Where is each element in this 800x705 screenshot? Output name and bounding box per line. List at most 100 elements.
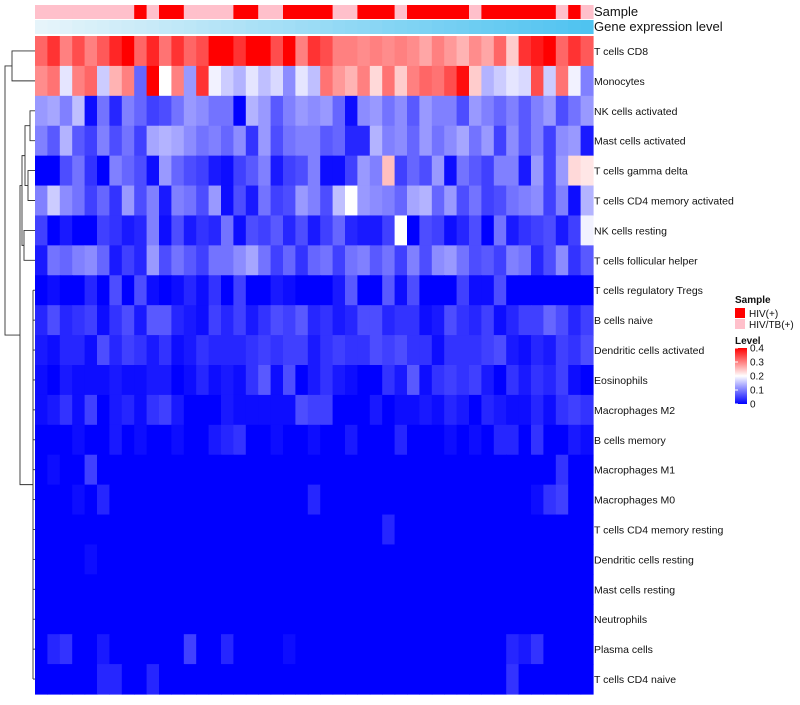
heatmap-cell: [493, 215, 507, 246]
heatmap-cell: [555, 185, 569, 217]
sample-annotation-cell: [283, 5, 296, 19]
heatmap-cell: [84, 215, 98, 246]
heatmap-cell: [146, 544, 160, 575]
heatmap-cell: [221, 245, 234, 276]
heatmap-cell: [580, 125, 594, 157]
heatmap-cell: [270, 634, 284, 665]
heatmap-cell: [456, 215, 470, 246]
heatmap-cell: [382, 185, 396, 217]
heatmap-cell: [109, 155, 123, 187]
heatmap-cell: [270, 155, 284, 187]
heatmap-cell: [357, 335, 371, 366]
heatmap-cell: [332, 394, 346, 426]
heatmap-cell: [531, 65, 544, 97]
heatmap-cell: [431, 424, 445, 456]
heatmap-cell: [134, 424, 148, 456]
level-tick-label: 0.4: [750, 344, 764, 355]
heatmap-cell: [47, 394, 61, 426]
heatmap-cell: [159, 275, 172, 306]
heatmap-cell: [357, 604, 371, 635]
sample-annotation-cell: [493, 5, 507, 19]
heatmap-cell: [59, 424, 73, 456]
heatmap-cell: [518, 514, 532, 546]
heatmap-cell: [35, 454, 48, 486]
heatmap-cell: [456, 125, 470, 157]
heatmap-cell: [394, 95, 408, 127]
heatmap-cell: [382, 604, 396, 635]
heatmap-cell: [444, 335, 458, 366]
heatmap-cell: [59, 394, 73, 426]
heatmap-cell: [493, 544, 507, 575]
heatmap-cell: [506, 454, 520, 486]
heatmap-cell: [196, 514, 210, 546]
heatmap-cell: [159, 574, 172, 605]
sample-annotation-cell: [171, 5, 185, 19]
heatmap-cell: [233, 365, 247, 396]
heatmap-cell: [431, 245, 445, 276]
heatmap-cell: [345, 424, 358, 456]
sample-annotation-cell: [357, 5, 371, 19]
heatmap-cell: [146, 125, 160, 157]
heatmap-cell: [171, 394, 185, 426]
heatmap-cell: [283, 245, 296, 276]
heatmap-cell: [221, 514, 234, 546]
heatmap-cell: [159, 484, 172, 516]
heatmap-cell: [332, 155, 346, 187]
heatmap-cell: [345, 365, 358, 396]
heatmap-cell: [159, 424, 172, 456]
heatmap-cell: [72, 245, 86, 276]
heatmap-cell: [134, 634, 148, 665]
heatmap-cell: [481, 245, 495, 276]
heatmap-cell: [208, 604, 222, 635]
sample-annotation-cell: [47, 5, 61, 19]
heatmap-cell: [568, 185, 582, 217]
heatmap-cell: [320, 394, 334, 426]
heatmap-cell: [35, 275, 48, 306]
heatmap-cell: [121, 424, 135, 456]
heatmap-cell: [159, 65, 172, 97]
heatmap-cell: [369, 215, 383, 246]
heatmap-cell: [345, 155, 358, 187]
heatmap-cell: [97, 604, 110, 635]
heatmap-cell: [171, 514, 185, 546]
heatmap-cell: [171, 65, 185, 97]
heatmap-cell: [35, 544, 48, 575]
heatmap-cell: [159, 36, 172, 67]
heatmap-cell: [345, 634, 358, 665]
heatmap-cell: [121, 36, 135, 67]
heatmap-cell: [332, 125, 346, 157]
heatmap-cell: [568, 36, 582, 67]
heatmap-cell: [543, 544, 557, 575]
heatmap-cell: [146, 634, 160, 665]
heatmap-cell: [345, 65, 358, 97]
heatmap-cell: [568, 424, 582, 456]
heatmap-cell: [357, 185, 371, 217]
heatmap-cell: [407, 394, 420, 426]
heatmap-cell: [47, 664, 61, 695]
heatmap-cell: [221, 454, 234, 486]
heatmap-cell: [506, 574, 520, 605]
heatmap-cell: [518, 335, 532, 366]
heatmap-cell: [109, 185, 123, 217]
heatmap-cell: [159, 185, 172, 217]
heatmap-cell: [109, 484, 123, 516]
heatmap-cell: [109, 544, 123, 575]
heatmap-cell: [580, 36, 594, 67]
heatmap-cell: [518, 155, 532, 187]
heatmap-cell: [407, 335, 420, 366]
heatmap-cell: [444, 65, 458, 97]
heatmap-cell: [146, 36, 160, 67]
heatmap-cell: [84, 305, 98, 336]
row-label: NK cells resting: [594, 225, 667, 237]
heatmap-cell: [444, 155, 458, 187]
heatmap-cell: [580, 95, 594, 127]
heatmap-cell: [146, 95, 160, 127]
heatmap-cell: [444, 185, 458, 217]
heatmap-cell: [208, 125, 222, 157]
heatmap-cell: [431, 275, 445, 306]
gene-expression-cell: [506, 20, 520, 34]
heatmap-cell: [121, 544, 135, 575]
legend-entry: HIV/TB(+): [749, 320, 794, 331]
heatmap-cell: [493, 484, 507, 516]
